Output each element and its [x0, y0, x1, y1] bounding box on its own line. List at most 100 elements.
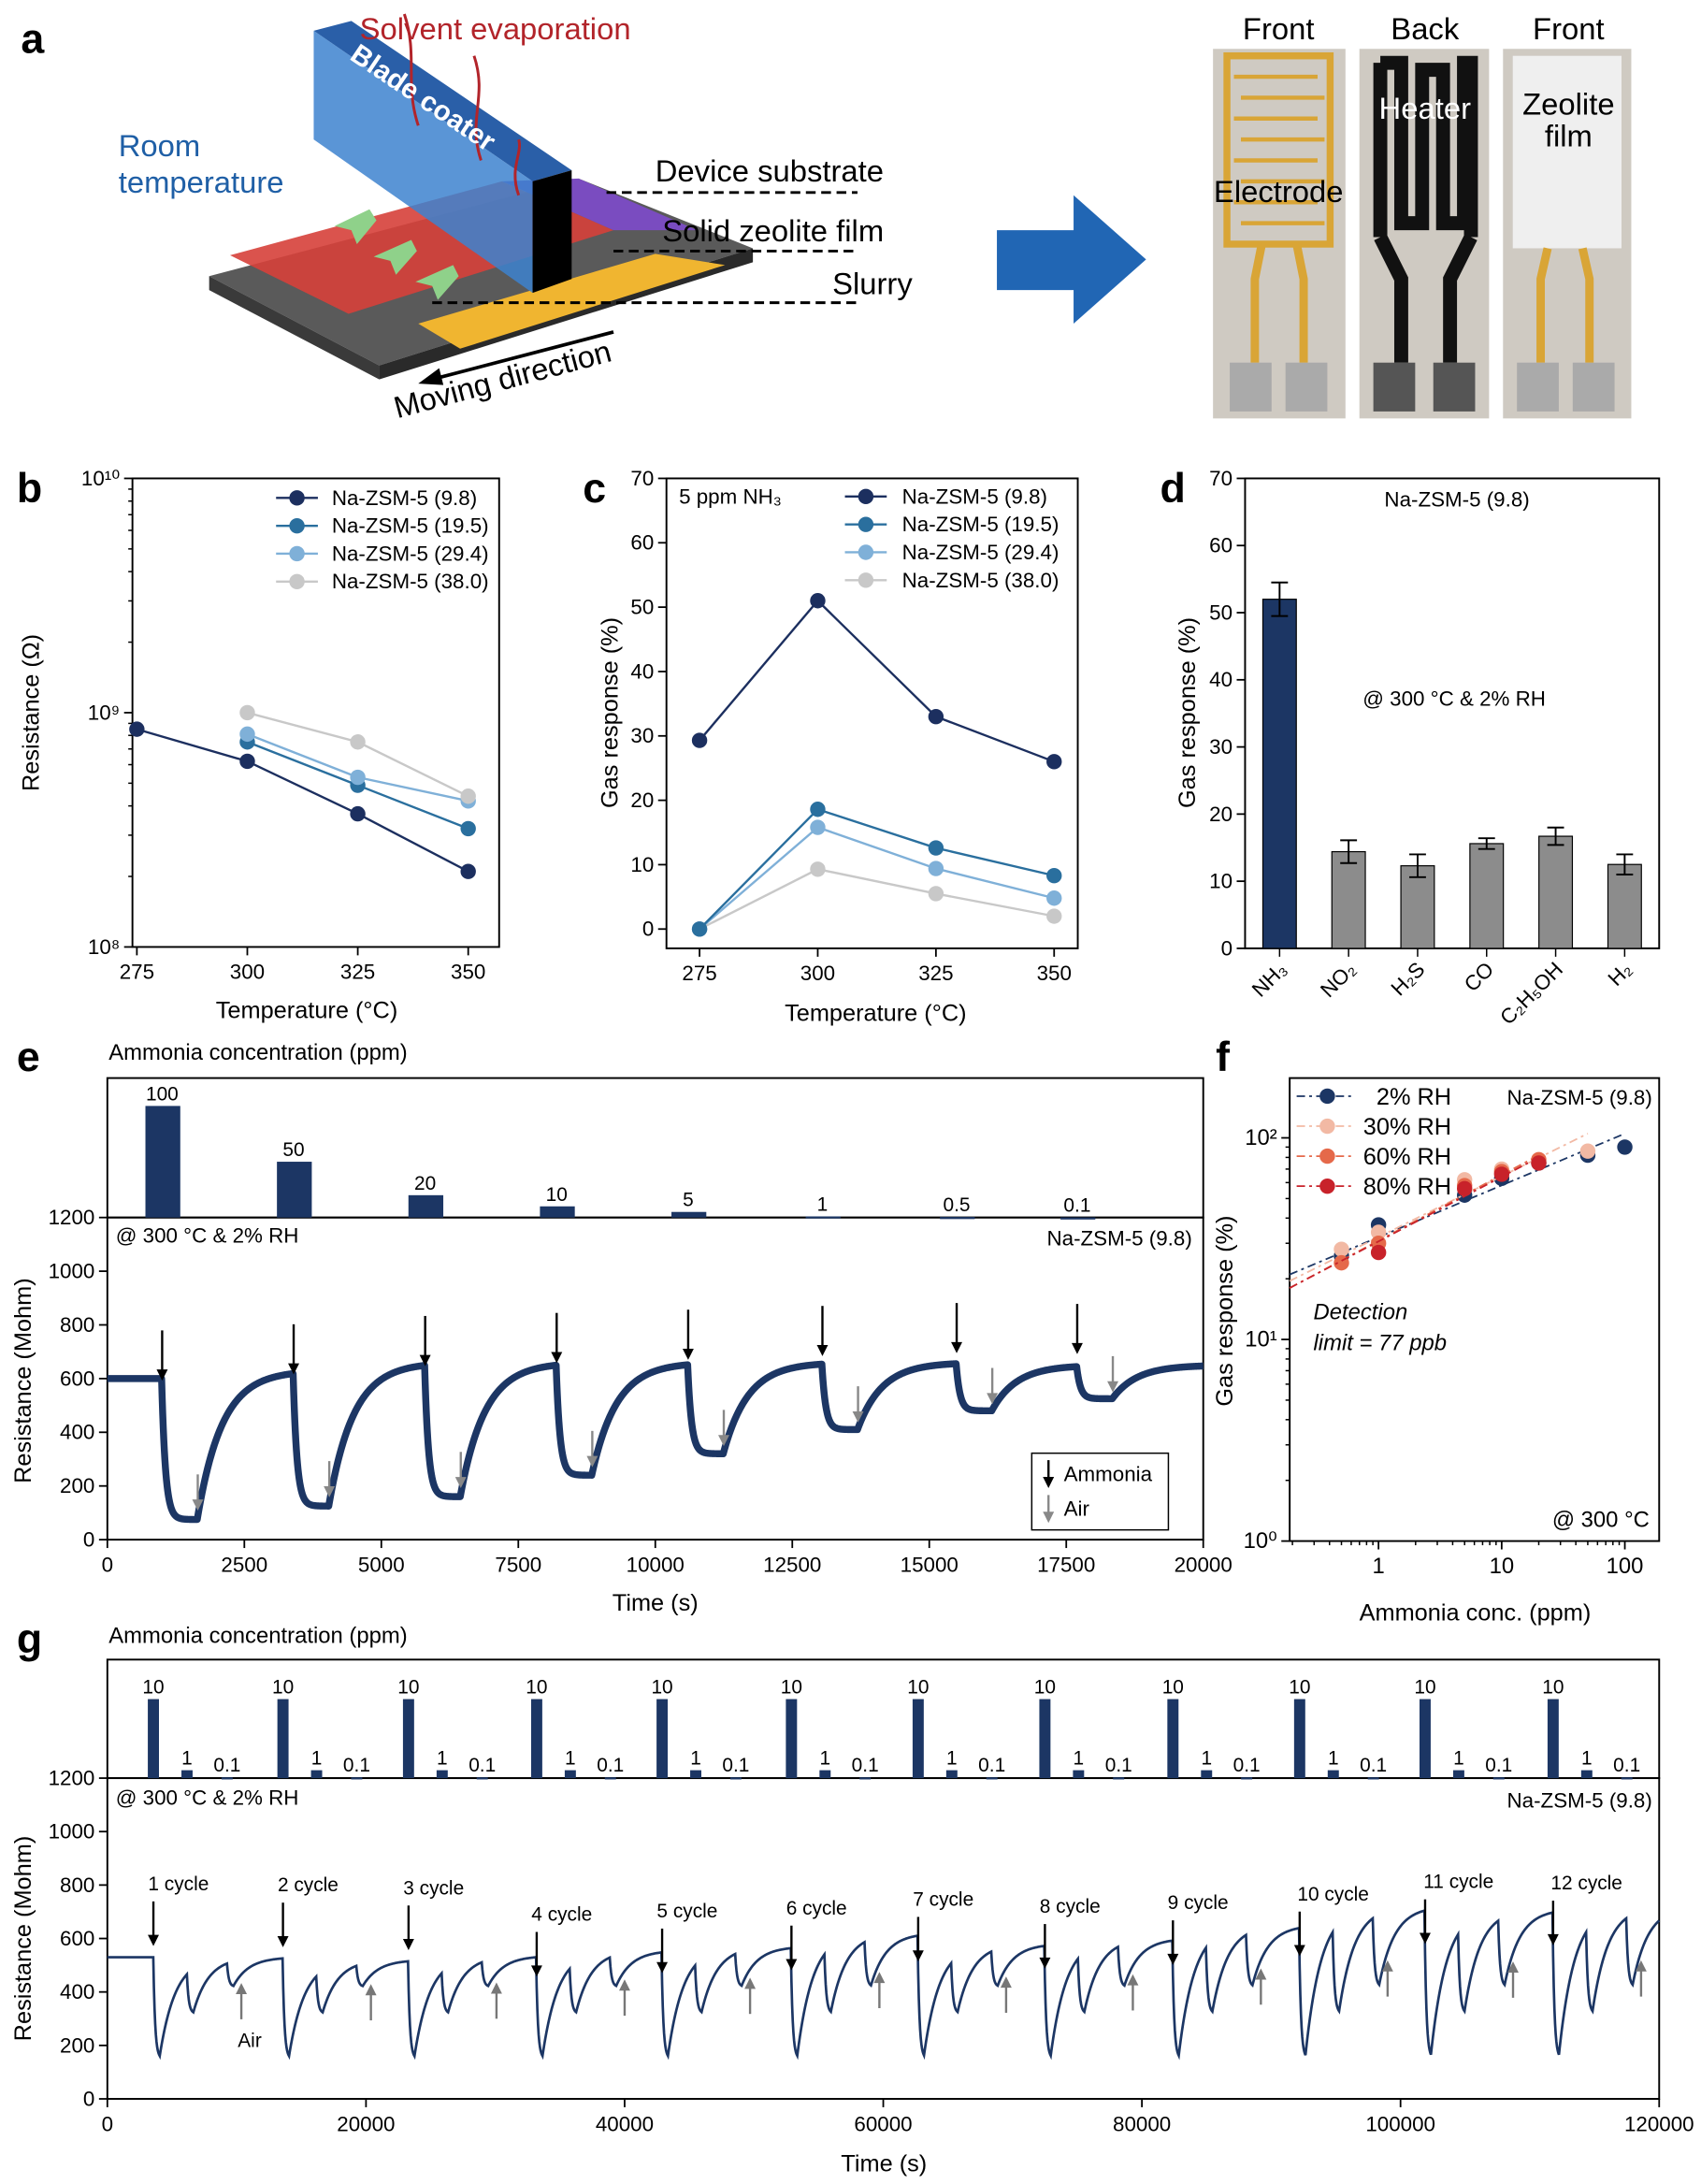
- chart-e: Ammonia concentration (ppm) 100 50 20 10 5 1 0.…: [10, 1040, 1233, 1616]
- x-tick-label: 17500: [1037, 1553, 1095, 1576]
- data-point: [1531, 1155, 1547, 1171]
- legend-marker: [1319, 1148, 1335, 1164]
- air-arrow-icon: [1507, 1961, 1519, 1974]
- cycle-label: 7 cycle: [913, 1889, 973, 1911]
- concentration-bar: [912, 1699, 924, 1779]
- ammonia-arrow-icon: [1293, 1945, 1305, 1957]
- y-tick-label: 50: [1209, 600, 1233, 624]
- y-tick-label: 0: [642, 918, 654, 941]
- data-point: [810, 593, 826, 609]
- arrowhead: [418, 368, 444, 385]
- y-tick-label: 10⁸: [88, 935, 120, 959]
- air-arrow-icon: [490, 1982, 502, 1994]
- concentration-bar: [1113, 1777, 1125, 1780]
- air-arrow-icon: [1000, 1976, 1012, 1989]
- concentration-label: 10: [272, 1677, 294, 1699]
- condition-annotation: @ 300 °C & 2% RH: [1362, 687, 1546, 710]
- legend-label: Air: [1064, 1497, 1090, 1521]
- y-tick-label: 20: [1209, 803, 1233, 826]
- concentration-label: 1: [1201, 1748, 1212, 1770]
- air-arrow-icon: [987, 1393, 999, 1405]
- data-point: [1046, 754, 1062, 770]
- concentration-bar: [671, 1211, 707, 1218]
- ammonia-arrow-icon: [786, 1959, 798, 1971]
- concentration-bar: [402, 1699, 414, 1779]
- concentration-bar: [945, 1770, 958, 1779]
- concentration-bar: [310, 1770, 323, 1779]
- y-axis-label: Gas response (%): [1175, 617, 1201, 808]
- concentration-label: 0.1: [468, 1755, 496, 1776]
- concentration-label: 1: [565, 1748, 576, 1770]
- legend-marker: [1319, 1178, 1335, 1194]
- data-point: [350, 734, 366, 750]
- concentration-bar: [1492, 1777, 1505, 1780]
- data-point: [1457, 1180, 1473, 1197]
- material-annotation: Na-ZSM-5 (9.8): [1384, 487, 1529, 511]
- bar: [1261, 599, 1297, 949]
- x-tick-label: 300: [230, 961, 265, 984]
- condition-annotation: @ 300 °C & 2% RH: [116, 1786, 299, 1809]
- panel-label-d: d: [1160, 466, 1185, 512]
- y-tick-label: 40: [1209, 668, 1233, 691]
- concentration-bar: [1201, 1770, 1213, 1779]
- y-tick-label: 1200: [49, 1767, 95, 1790]
- concentration-label: 0.1: [852, 1755, 879, 1776]
- heater-label: Heater: [1379, 91, 1472, 125]
- electrode-label: Electrode: [1214, 174, 1344, 209]
- concentration-label: 1: [1328, 1748, 1339, 1770]
- x-tick-label: NO₂: [1316, 958, 1361, 1003]
- concentration-title: Ammonia concentration (ppm): [108, 1040, 407, 1065]
- data-point: [460, 863, 476, 879]
- concentration-label: 1: [181, 1748, 193, 1770]
- data-point: [1579, 1143, 1596, 1159]
- photo-front-zeolite-film: [1503, 49, 1632, 419]
- y-axis-label: Gas response (%): [598, 617, 624, 808]
- air-arrow-icon: [1127, 1974, 1139, 1986]
- data-point: [691, 921, 708, 937]
- concentration-label: 1: [311, 1748, 323, 1770]
- air-arrow-icon: [1381, 1960, 1393, 1972]
- x-axis-label: Ammonia conc. (ppm): [1360, 1600, 1592, 1627]
- bar: [1400, 865, 1435, 949]
- legend-air-arrow-icon: [1043, 1511, 1055, 1524]
- legend-label: Na-ZSM-5 (38.0): [902, 569, 1060, 592]
- process-arrow-icon: [997, 195, 1146, 324]
- legend-marker: [289, 573, 305, 590]
- panel-label-e: e: [17, 1034, 40, 1080]
- x-tick-label: 100000: [1365, 2112, 1435, 2135]
- legend-marker: [858, 516, 874, 532]
- x-tick-label: 0: [102, 2112, 113, 2135]
- x-tick-label: 2500: [221, 1553, 267, 1576]
- x-axis-label: Time (s): [841, 2151, 927, 2177]
- room-temperature-label: temperature: [119, 165, 284, 199]
- concentration-label: 0.1: [722, 1755, 749, 1776]
- heater-pattern: [1373, 55, 1478, 363]
- blade-end: [532, 169, 572, 294]
- y-tick-label: 60: [630, 531, 654, 555]
- device-photos: [1213, 49, 1632, 419]
- cycle-label: 2 cycle: [278, 1874, 339, 1896]
- y-tick-label: 10⁰: [1244, 1528, 1277, 1554]
- series-line: [699, 868, 1055, 931]
- concentration-bar: [351, 1777, 363, 1780]
- cycle-label: 4 cycle: [531, 1904, 592, 1926]
- cycle-label: 8 cycle: [1040, 1896, 1101, 1917]
- air-arrow-icon: [1255, 1968, 1267, 1980]
- y-tick-label: 10¹⁰: [81, 467, 120, 490]
- y-axis-label: Resistance (Mohm): [10, 1278, 36, 1483]
- ammonia-arrow-icon: [288, 1363, 299, 1375]
- ammonia-arrow-icon: [419, 1354, 431, 1367]
- concentration-bar: [656, 1699, 669, 1779]
- concentration-bar: [1167, 1699, 1179, 1779]
- ammonia-arrow-icon: [656, 1961, 669, 1974]
- concentration-bar: [1452, 1770, 1464, 1779]
- concentration-label: 0.1: [1105, 1755, 1132, 1776]
- concentration-bar: [1039, 1699, 1051, 1779]
- x-tick-label: 325: [340, 961, 375, 984]
- x-tick-label: 7500: [495, 1553, 541, 1576]
- legend-label: 2% RH: [1377, 1084, 1451, 1110]
- y-axis-label: Resistance (Mohm): [10, 1836, 36, 2042]
- zeolite-film-label: film: [1545, 119, 1593, 153]
- air-arrow-icon: [718, 1435, 729, 1447]
